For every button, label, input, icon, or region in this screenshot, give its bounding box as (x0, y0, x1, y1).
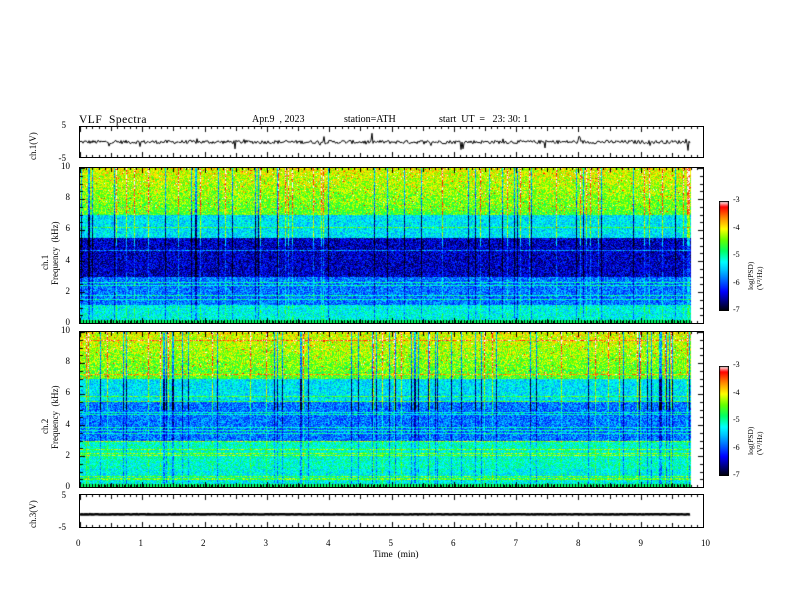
spec-ytick-label: 0 (65, 481, 71, 491)
spec-ytick-label: 4 (65, 254, 71, 265)
ch1-colorbar-gradient (719, 201, 729, 311)
spec-ytick-label: 6 (65, 387, 71, 398)
spec-ytick-label: 4 (65, 418, 71, 429)
x-tick-label: 5 (388, 538, 394, 548)
colorbar-tick-label: -4 (733, 387, 740, 397)
colorbar-tick-label: -6 (733, 277, 740, 287)
x-tick-label: 4 (326, 538, 331, 548)
spec-ytick-label: 8 (65, 192, 71, 203)
ch1-ytick-min: -5 (58, 153, 67, 163)
ch2-spectrogram-image (80, 332, 703, 487)
colorbar-tick-label: -7 (733, 305, 740, 314)
ch2-spec-ylabel-line1: ch.2 (40, 418, 50, 434)
ch1-waveform-trace (80, 127, 703, 157)
colorbar-tick-label: -6 (733, 442, 740, 452)
x-tick-label: 9 (638, 538, 644, 548)
colorbar-tick-label: -5 (733, 250, 740, 259)
ch1-colorbar-label: log(PSD)(V²/Hz) (746, 261, 764, 290)
ch3-ytick-max: 5 (61, 490, 67, 500)
ch3-ylabel: ch.3(V) (28, 500, 38, 528)
spec-ytick-label: 2 (65, 449, 71, 460)
spec-ytick-label: 10 (61, 325, 70, 335)
ch1-colorbar (719, 201, 729, 311)
spec-ytick-label: 6 (65, 223, 71, 234)
ch1-waveform-panel (79, 126, 704, 158)
ch1-spec-ylabel-line1: ch.1 (40, 254, 50, 270)
ch1-ytick-max: 5 (61, 120, 67, 130)
ch2-colorbar (719, 366, 729, 476)
spec-ytick-label: 0 (65, 317, 71, 327)
x-tick-label: 1 (138, 538, 144, 548)
x-tick-label: 10 (701, 538, 710, 548)
ch1-spec-ylabel-line2: Frequency (kHz) (50, 221, 60, 285)
spec-ytick-label: 2 (65, 285, 71, 296)
start-time-label: start UT = 23: 30: 1 (439, 114, 529, 125)
ch3-waveform-trace (80, 495, 703, 527)
colorbar-tick-label: -4 (733, 222, 740, 232)
spec-ytick-label: 10 (61, 161, 70, 171)
x-tick-label: 6 (451, 538, 456, 548)
colorbar-tick-label: -3 (733, 195, 740, 204)
ch2-spec-ylabel-line2: Frequency (kHz) (50, 385, 60, 449)
chart-title: VLF Spectra (79, 114, 147, 126)
ch1-ylabel: ch.1(V) (28, 132, 38, 160)
ch3-waveform-panel (79, 494, 704, 528)
ch2-spectrogram-panel (79, 331, 704, 488)
x-tick-label: 7 (513, 538, 519, 548)
date-label: Apr.9 , 2023 (252, 114, 305, 125)
ch3-ytick-min: -5 (58, 522, 67, 532)
station-label: station=ATH (344, 114, 396, 125)
ch2-colorbar-gradient (719, 366, 729, 476)
x-tick-label: 3 (263, 538, 269, 548)
colorbar-tick-label: -5 (733, 415, 740, 424)
ch1-spectrogram-image (80, 168, 703, 323)
x-tick-label: 0 (76, 538, 81, 548)
x-tick-label: 2 (201, 538, 206, 548)
ch1-spectrogram-panel (79, 167, 704, 324)
spec-ytick-label: 8 (65, 356, 71, 367)
colorbar-tick-label: -7 (733, 470, 740, 479)
colorbar-tick-label: -3 (733, 360, 740, 369)
ch2-colorbar-label: log(PSD)(V²/Hz) (746, 426, 764, 455)
x-axis-label: Time (min) (373, 550, 419, 560)
x-tick-label: 8 (576, 538, 581, 548)
